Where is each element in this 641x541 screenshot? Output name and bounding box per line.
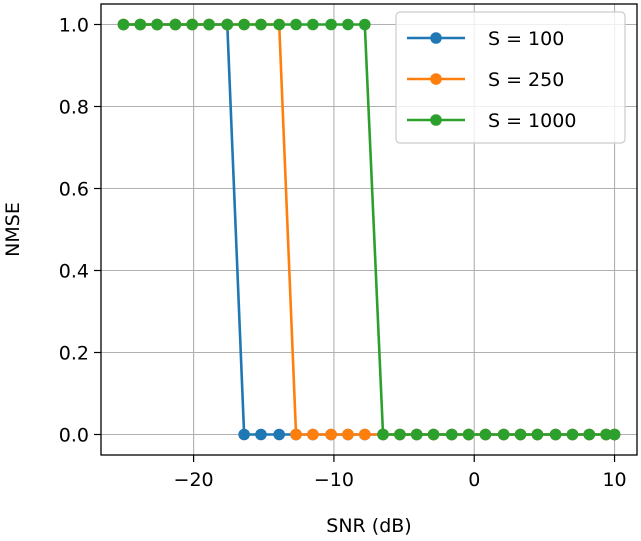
legend-entry-s250: S = 250 xyxy=(407,69,564,91)
legend-box xyxy=(395,11,626,144)
data-point-s1000-11 xyxy=(307,18,319,31)
data-point-s1000-24 xyxy=(531,428,544,441)
x-tick-label-0: −20 xyxy=(174,469,214,491)
legend-entry-s100: S = 100 xyxy=(407,28,564,50)
y-tick-label-4: 0.8 xyxy=(59,97,89,119)
data-point-s1000-0 xyxy=(117,18,130,31)
data-point-s1000-4 xyxy=(186,18,199,31)
data-point-s100-8 xyxy=(255,428,267,441)
legend-marker-s100 xyxy=(430,32,442,44)
data-point-s1000-27 xyxy=(583,428,596,441)
data-point-s250-12 xyxy=(325,428,337,441)
data-point-s1000-15 xyxy=(377,428,389,441)
data-point-s1000-13 xyxy=(342,18,354,31)
data-point-s1000-5 xyxy=(203,18,215,31)
plot-frame xyxy=(100,3,638,456)
y-tick-label-0: 0.0 xyxy=(59,425,89,447)
legend-label-s100: S = 100 xyxy=(488,28,564,50)
series-s1000 xyxy=(117,18,621,441)
data-point-s1000-1 xyxy=(134,18,147,31)
y-tick-label-2: 0.4 xyxy=(59,261,89,283)
data-point-s1000-23 xyxy=(514,428,527,441)
data-point-s250-13 xyxy=(342,428,354,441)
data-point-s1000-21 xyxy=(479,428,492,441)
x-axis-label: SNR (dB) xyxy=(326,515,411,537)
data-point-s1000-2 xyxy=(151,18,163,31)
data-point-s1000-29 xyxy=(608,428,621,441)
data-point-s1000-25 xyxy=(549,428,562,441)
data-point-s250-10 xyxy=(290,428,302,441)
legend-marker-s1000 xyxy=(430,114,442,126)
data-point-s1000-12 xyxy=(325,18,337,31)
y-tick-label-5: 1.0 xyxy=(59,15,89,37)
x-tick-label-1: −10 xyxy=(314,469,354,491)
data-point-s1000-28 xyxy=(600,428,612,441)
data-point-s1000-9 xyxy=(273,18,285,31)
data-point-s1000-3 xyxy=(169,18,182,31)
data-point-s250-14 xyxy=(358,428,371,441)
data-point-s1000-14 xyxy=(358,18,371,31)
legend-marker-s250 xyxy=(430,73,442,85)
x-tick-label-2: 0 xyxy=(468,469,480,491)
legend-entry-s1000: S = 1000 xyxy=(407,110,576,132)
data-point-s1000-17 xyxy=(410,428,423,441)
data-point-s250-11 xyxy=(307,428,319,441)
y-tick-label-3: 0.6 xyxy=(59,179,89,201)
data-point-s1000-22 xyxy=(497,428,510,441)
y-tick-label-1: 0.2 xyxy=(59,343,89,365)
data-point-s1000-20 xyxy=(462,428,475,441)
data-point-s1000-7 xyxy=(238,18,250,31)
legend: S = 100 S = 250 S = 1000 xyxy=(395,11,626,144)
data-point-s1000-16 xyxy=(394,428,406,441)
x-tick-label-3: 10 xyxy=(602,469,626,491)
legend-label-s250: S = 250 xyxy=(488,69,564,91)
data-point-s1000-8 xyxy=(255,18,267,31)
axis-ticks: −20 −10 0 10 0.0 0.2 0.4 0.6 0.8 1.0 xyxy=(59,15,627,492)
data-point-s100-9 xyxy=(273,428,285,441)
y-axis-label: NMSE xyxy=(2,202,24,257)
data-point-s100-7 xyxy=(238,428,250,441)
legend-label-s1000: S = 1000 xyxy=(488,110,576,132)
data-point-s1000-26 xyxy=(566,428,579,441)
data-point-s1000-6 xyxy=(221,18,234,31)
data-point-s1000-10 xyxy=(290,18,302,31)
plot-series xyxy=(117,18,621,441)
data-point-s1000-19 xyxy=(445,428,458,441)
data-point-s1000-18 xyxy=(427,428,440,441)
